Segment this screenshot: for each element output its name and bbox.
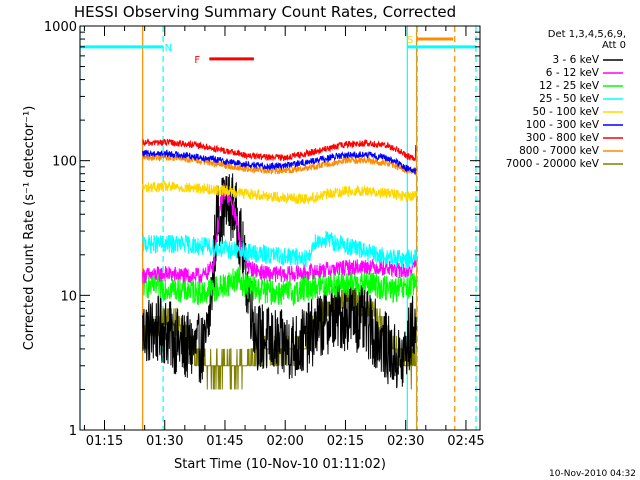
status-bar-label: S [407, 35, 413, 46]
x-tick-label: 02:30 [387, 434, 424, 449]
legend-entry-label: 300 - 800 keV [526, 132, 600, 144]
y-tick-label: 100 [52, 155, 77, 170]
y-axis-label: Corrected Count Rate (s⁻¹ detector⁻¹) [22, 106, 37, 351]
status-bars: N F S [80, 35, 476, 66]
legend-entry-label: 100 - 300 keV [526, 119, 600, 131]
legend-header: Det 1,3,4,5,6,9, [548, 29, 626, 40]
series-line [142, 180, 417, 205]
series-line [142, 138, 417, 162]
legend-entry-label: 3 - 6 keV [552, 54, 599, 66]
chart-title: HESSI Observing Summary Count Rates, Cor… [74, 3, 456, 21]
x-tick-label: 02:45 [447, 434, 484, 449]
x-tick-label: 01:15 [86, 434, 123, 449]
series-line [142, 173, 417, 389]
series-line [142, 230, 417, 269]
series-line [142, 182, 417, 284]
y-tick-label: 1000 [44, 20, 77, 35]
x-tick-label: 02:15 [327, 434, 364, 449]
series-line [142, 153, 417, 176]
y-tick-label: 10 [60, 289, 77, 304]
legend-header: Att 0 [602, 40, 626, 51]
series-line [142, 149, 417, 175]
legend-entry-label: 50 - 100 keV [532, 106, 599, 118]
legend-entry-label: 25 - 50 keV [539, 93, 600, 105]
footer-timestamp: 10-Nov-2010 04:32 [549, 469, 636, 479]
status-bar-label: N [165, 43, 172, 54]
axis-ticks: 1 10 100 1000 01:15 01:30 01:45 02:00 02:15 02:30… [44, 20, 485, 449]
legend-entry-label: 12 - 25 keV [539, 80, 600, 92]
x-axis-label: Start Time (10-Nov-10 01:11:02) [174, 457, 386, 472]
series-lines [142, 138, 417, 390]
x-tick-label: 02:00 [266, 434, 303, 449]
legend-entry-label: 800 - 7000 keV [519, 145, 600, 157]
x-tick-label: 01:45 [206, 434, 243, 449]
series-line [142, 266, 417, 306]
x-tick-label: 01:30 [146, 434, 183, 449]
status-bar-label: F [194, 55, 200, 66]
legend-entry-label: 6 - 12 keV [546, 67, 600, 79]
plot-frame [79, 25, 481, 431]
y-tick-label: 1 [69, 424, 77, 439]
legend-entry-label: 7000 - 20000 keV [506, 158, 600, 170]
